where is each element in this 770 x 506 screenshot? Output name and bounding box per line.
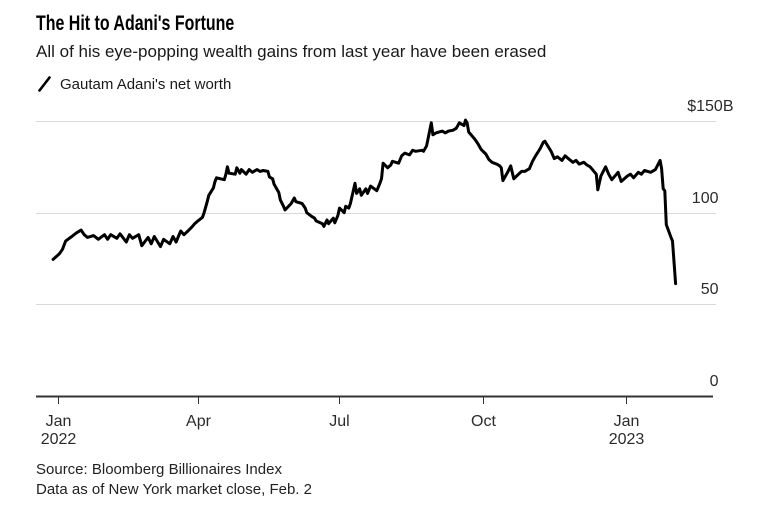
line-series-slash-icon <box>38 75 51 92</box>
source-line: Source: Bloomberg Billionaires Index <box>36 461 282 478</box>
gridlines <box>36 121 716 305</box>
net-worth-series-line <box>51 118 678 286</box>
y-axis-label-50: 50 <box>700 281 719 299</box>
asof-line: Data as of New York market close, Feb. 2 <box>36 481 312 498</box>
legend-series-label: Gautam Adani's net worth <box>60 75 232 93</box>
x-axis-label-2022-04-01: Apr <box>186 413 211 430</box>
x-axis-year-label-2023: 2023 <box>608 431 645 448</box>
source-note: Source: Bloomberg Billionaires Index Dat… <box>36 460 312 500</box>
chart-title: The Hit to Adani's Fortune <box>36 12 235 35</box>
x-axis <box>36 395 713 404</box>
chart-subtitle: All of his eye-popping wealth gains from… <box>36 42 547 61</box>
x-axis-label-2022-07-01: Jul <box>329 413 350 430</box>
y-axis-label-100: 100 <box>691 189 719 207</box>
y-axis-label-150: $150B <box>687 98 734 115</box>
chart-legend: Gautam Adani's net worth <box>37 75 231 93</box>
x-axis-label-2022-01-01: Jan <box>45 413 72 430</box>
x-axis-label-2022-10-01: Oct <box>471 413 496 430</box>
y-axis-label-0: 0 <box>709 373 719 390</box>
x-axis-label-2023-01-01: Jan <box>613 413 640 430</box>
x-axis-year-label-2022: 2022 <box>40 431 77 448</box>
